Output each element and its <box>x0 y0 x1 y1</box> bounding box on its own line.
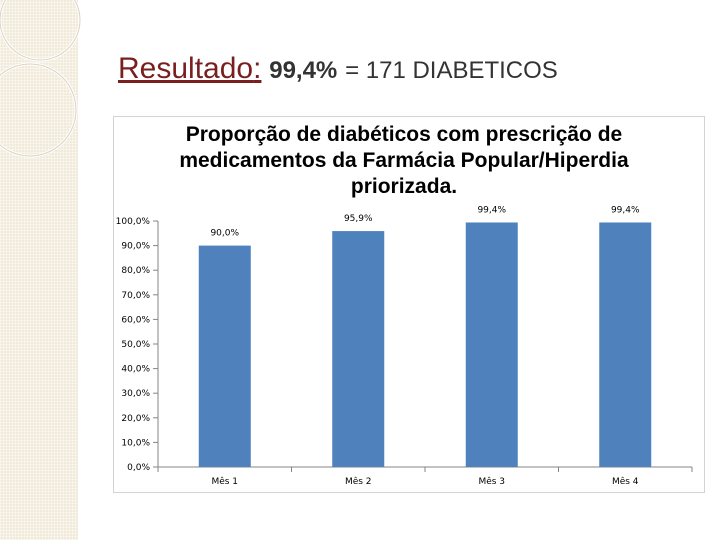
y-tick-label: 20,0% <box>121 414 150 424</box>
data-label: 99,4% <box>477 205 506 215</box>
data-label: 90,0% <box>210 229 239 239</box>
x-tick-label: Mês 3 <box>478 476 505 487</box>
x-tick-label: Mês 2 <box>345 476 372 487</box>
left-texture-strip <box>0 0 78 540</box>
y-tick-label: 60,0% <box>121 315 150 325</box>
chart-title: Proporção de diabéticos com prescrição d… <box>179 123 629 198</box>
bar <box>198 245 251 467</box>
y-tick-label: 90,0% <box>121 242 150 252</box>
bar <box>599 222 652 467</box>
bar <box>465 222 518 467</box>
y-tick-label: 50,0% <box>121 340 150 350</box>
bar <box>332 231 385 467</box>
y-tick-label: 10,0% <box>121 438 150 448</box>
slide-title-lead: Resultado <box>118 52 254 85</box>
slide-title-rest: = 171 DIABETICOS <box>345 57 558 84</box>
y-tick-label: 40,0% <box>121 365 150 375</box>
slide-title-percent: 99,4% <box>269 57 338 84</box>
data-label: 95,9% <box>344 214 373 224</box>
x-tick-label: Mês 1 <box>211 476 238 487</box>
y-tick-label: 30,0% <box>121 389 150 399</box>
y-tick-label: 70,0% <box>121 291 150 301</box>
y-tick-label: 100,0% <box>116 217 151 227</box>
slide-title: Resultado: 99,4% = 171 DIABETICOS <box>118 52 558 86</box>
y-tick-label: 0,0% <box>127 463 150 473</box>
slide-title-colon: : <box>253 52 262 85</box>
y-tick-label: 80,0% <box>121 266 150 276</box>
data-label: 99,4% <box>611 205 640 215</box>
x-tick-label: Mês 4 <box>612 476 639 487</box>
decorative-circles <box>0 0 82 158</box>
